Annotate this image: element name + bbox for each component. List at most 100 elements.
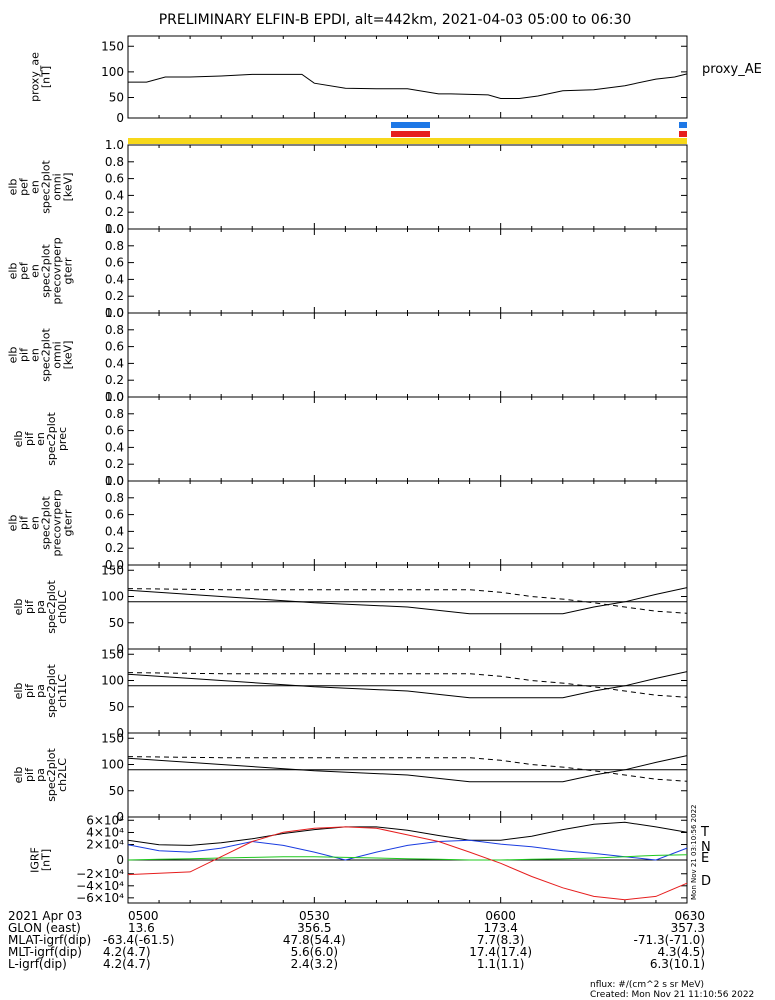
timestamp-stamp: Mon Nov 21 03:10:56 2022 [690,805,698,900]
panel-frame [127,228,688,314]
y-tick-label: 150 [101,731,124,745]
y-axis-label-line: [keV] [62,173,75,202]
series-line-dashed [127,588,688,614]
y-axis-label-line: [keV] [62,341,75,370]
panel-frame [127,35,688,119]
y-tick-label: 100 [101,590,124,604]
y-tick-label: 0 [116,853,124,867]
series-line-solid [127,587,688,615]
panel-pif-en-precovrperp: 1.0 0.8 0.6 0.4 0.2 0.0 elbpifenspec2plotpreco… [7,474,688,572]
y-axis-label-line: spec2plot [45,664,58,718]
igrf-legend-e: E [701,851,709,866]
footer-cell: 0600 [485,909,516,923]
y-tick-label: 0 [116,111,124,125]
footer-cell: 2.4(3.2) [291,957,339,971]
y-axis-label-line: [nT] [40,66,53,88]
series-line-proxy_AE [128,73,688,99]
y-tick-label: 0 [116,810,124,824]
y-tick-label: 100 [101,758,124,772]
panel-frame [127,144,688,230]
y-axis-label-line: prec [56,427,69,451]
y-axis-label-line: pa [34,600,47,614]
y-tick-label: 150 [101,647,124,661]
footer-cell: 17.4(17.4) [469,945,532,959]
y-tick-label: 0.6 [105,424,124,438]
y-axis-label-line: elb [12,599,25,616]
y-axis-label-line: en [29,180,42,194]
series-line-dashed [127,672,688,698]
region-bars [128,122,687,144]
y-axis-label-line: elb [7,179,20,196]
y-axis-label-line: spec2plot [40,496,53,550]
y-axis-label-line: precovrperp [51,489,64,556]
y-tick-label: 6×10⁴ [86,813,124,827]
y-tick-label: 100 [101,674,124,688]
y-tick-label: 0.0 [105,222,124,236]
footer-cell: 0500 [128,909,159,923]
y-tick-label: 0.2 [105,205,124,219]
created-note: Created: Mon Nov 21 11:10:56 2022 [590,990,754,1000]
y-tick-label: 50 [109,91,124,105]
footer-cell: 4.3(4.5) [657,945,705,959]
region-bar-red [391,131,430,137]
y-tick-label: 0.6 [105,340,124,354]
y-tick-label: 0.6 [105,508,124,522]
y-tick-label: 150 [101,39,124,53]
y-axis-label-line: pif [18,515,31,530]
y-tick-label: 0.8 [105,239,124,253]
panels: 150100500proxy_ae[nT]1.00.80.60.40.20.0e… [7,35,688,905]
panel-frame [127,396,688,482]
panel-frame [127,480,688,566]
y-axis-label-line: elb [12,683,25,700]
footer: 2021 Apr 03 0500 0530 0600 0630 GLON (east) 13… [8,909,705,971]
y-tick-label: 0.0 [105,474,124,488]
footer-cell: 0630 [674,909,705,923]
footer-cell: -63.4(-61.5) [103,933,174,947]
y-tick-label: 100 [101,65,124,79]
series-line-E [127,854,688,861]
y-tick-label: 0.4 [105,188,124,202]
footer-row-label: L-igrf(dip) [8,957,67,971]
proxy-ae-side-label: proxy_AE [702,62,762,77]
y-axis-label-line: ch0LC [56,590,69,624]
y-tick-label: 0.0 [105,306,124,320]
y-tick-label: −2×10⁴ [76,867,124,881]
series-line-D [127,826,688,901]
y-axis-label-line: pef [18,261,31,280]
region-bar-red-end [679,131,687,137]
panel-frame [127,312,688,398]
footer-cell: 1.1(1.1) [477,957,525,971]
y-tick-label: 2×10⁴ [86,838,124,852]
y-axis-label-line: pif [23,683,36,698]
y-axis-label-line: omni [51,341,64,368]
y-tick-label: 0.4 [105,356,124,370]
footer-cell: 13.6 [128,921,155,935]
footer-cell: 6.3(10.1) [650,957,705,971]
footer-cell: -71.3(-71.0) [634,933,705,947]
y-axis-label-line: en [29,264,42,278]
y-tick-label: −6×10⁴ [76,891,124,905]
y-tick-label: 0 [116,642,124,656]
igrf-legend-t: T [700,825,709,840]
y-axis-label-line: pif [23,599,36,614]
region-bar-blue-end [679,122,687,128]
panel-pef-en-omni: 1.0 0.8 0.6 0.4 0.2 0.0 elbpefenspec2plotomni[… [7,138,688,236]
y-axis-label-line: IGRF [29,847,42,873]
panel-pif-en-omni: 1.0 0.8 0.6 0.4 0.2 0.0 elbpifenspec2plotomni[… [7,306,688,404]
series-group-igrf [127,821,688,901]
y-axis-label-line: en [29,348,42,362]
y-axis-label-line: elb [7,263,20,280]
y-axis-label-line: pif [18,347,31,362]
series-line-N [127,839,688,861]
y-tick-label: 1.0 [105,390,124,404]
y-axis-label-line: spec2plot [40,244,53,298]
y-axis-label-line: gterr [62,509,75,536]
igrf-legend-n: N [701,840,711,855]
series-line-solid [127,755,688,783]
y-tick-label: 1.0 [105,306,124,320]
y-tick-label: 50 [109,616,124,630]
footer-cell: 0530 [299,909,330,923]
